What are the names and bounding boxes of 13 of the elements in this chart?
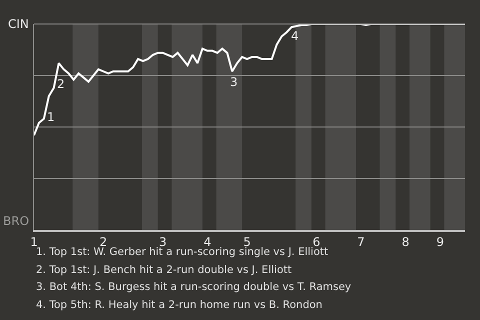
text: BRO	[3, 214, 30, 228]
text: 4. Top 5th: R. Healy hit a 2-run home run vs B. Rondon	[36, 299, 322, 311]
annotation: 4	[291, 29, 299, 43]
text: 2. Top 1st: J. Bench hit a 2-run double vs J. Elliott	[36, 264, 292, 276]
x-tick-label: 9	[436, 235, 444, 250]
annotation: 2	[57, 77, 65, 91]
x-tick-label: 8	[402, 235, 410, 250]
x-tick-label: 7	[357, 235, 365, 250]
x-tick-label: 1	[30, 235, 38, 250]
text: CIN	[8, 17, 29, 31]
annotation: 1	[47, 110, 55, 124]
annotation: 3	[230, 75, 238, 89]
text: 3. Bot 4th: S. Burgess hit a run-scoring double vs T. Ramsey	[36, 281, 352, 293]
